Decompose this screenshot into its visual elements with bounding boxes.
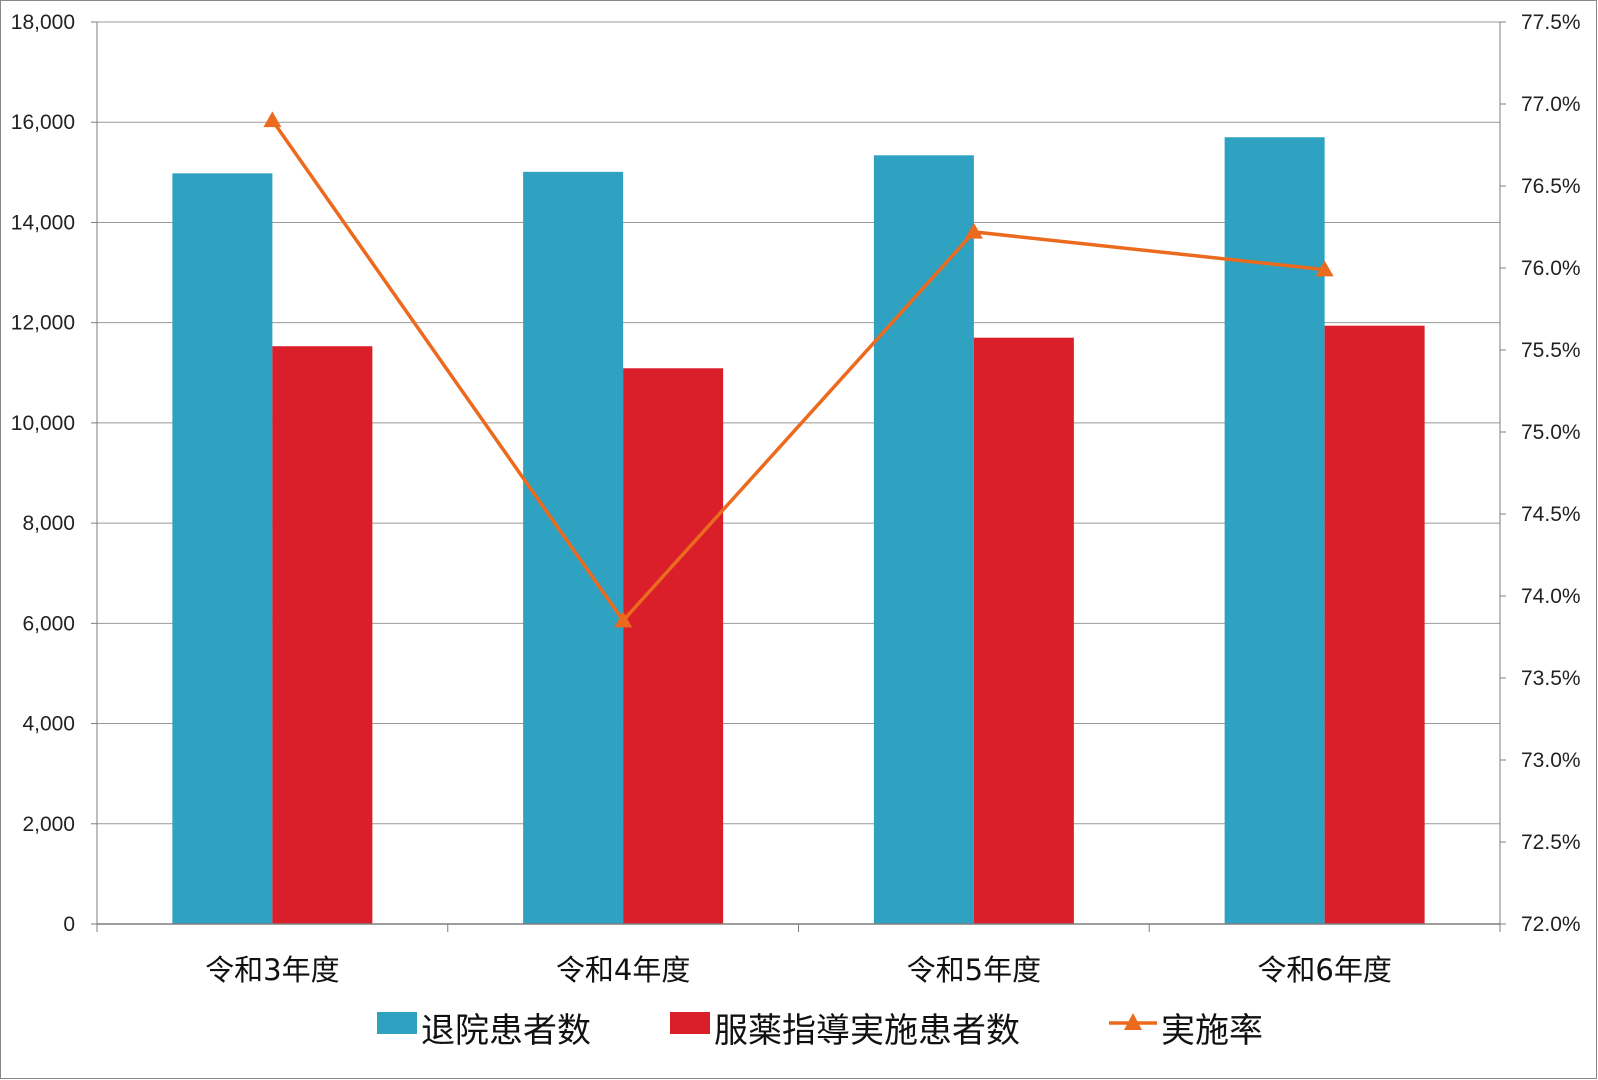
right-axis-tick-label: 75.0%: [1521, 421, 1581, 444]
rate-point-2: [614, 611, 633, 628]
left-axis-tick-label: 18,000: [11, 11, 75, 34]
bar-discharged-1: [172, 173, 273, 924]
bars: [172, 137, 1425, 925]
left-axis-tick-label: 2,000: [22, 813, 75, 836]
bar-medication-guidance-3: [973, 337, 1074, 924]
bar-medication-guidance-4: [1324, 325, 1425, 924]
axis-labels: 0 2,000 4,000 6,000 8,000 10,000 12,000 14,000 1…: [11, 11, 1581, 987]
bar-medication-guidance-2: [623, 368, 724, 924]
left-axis-tick-label: 10,000: [11, 412, 75, 435]
right-axis-tick-label: 76.0%: [1521, 257, 1581, 280]
left-axis-tick-label: 12,000: [11, 312, 75, 335]
left-axis-tick-label: 16,000: [11, 111, 75, 134]
legend-label-rate: 実施率: [1161, 1011, 1263, 1051]
legend-label-medication-guidance: 服薬指導実施患者数: [714, 1011, 1020, 1051]
bar-discharged-4: [1224, 137, 1325, 924]
left-axis-tick-label: 6,000: [22, 612, 75, 635]
right-axis-tick-label: 77.5%: [1521, 11, 1581, 34]
legend-swatch-medication-guidance: [670, 1012, 710, 1034]
legend-swatch-discharged: [377, 1012, 417, 1034]
axes: [91, 21, 1506, 932]
right-axis-tick-label: 73.5%: [1521, 667, 1581, 690]
rate-line-path: [270, 119, 1325, 623]
left-axis-tick-label: 4,000: [22, 713, 75, 736]
category-label: 令和3年度: [205, 953, 339, 987]
bar-discharged-3: [873, 155, 974, 925]
right-axis-tick-label: 73.0%: [1521, 749, 1581, 772]
right-axis-tick-label: 72.5%: [1521, 831, 1581, 854]
legend-swatch-rate-marker: [1124, 1013, 1142, 1030]
category-label: 令和6年度: [1257, 953, 1391, 987]
legend-label-discharged: 退院患者数: [421, 1011, 591, 1051]
rate-line: [263, 111, 1334, 628]
rate-point-1: [263, 111, 282, 128]
rate-point-4: [1315, 260, 1334, 277]
right-axis-tick-label: 75.5%: [1521, 339, 1581, 362]
left-axis-tick-label: 0: [63, 913, 75, 936]
left-axis-tick-label: 8,000: [22, 512, 75, 535]
category-label: 令和4年度: [556, 953, 690, 987]
legend: 退院患者数 服薬指導実施患者数 実施率: [377, 1011, 1263, 1051]
bar-medication-guidance-1: [272, 346, 373, 925]
rate-point-3: [964, 222, 983, 239]
category-label: 令和5年度: [907, 953, 1041, 987]
right-axis-tick-label: 76.5%: [1521, 175, 1581, 198]
right-axis-tick-label: 74.5%: [1521, 503, 1581, 526]
right-axis-tick-label: 77.0%: [1521, 93, 1581, 116]
right-axis-tick-label: 72.0%: [1521, 913, 1581, 936]
right-axis-tick-label: 74.0%: [1521, 585, 1581, 608]
left-axis-tick-label: 14,000: [11, 211, 75, 234]
